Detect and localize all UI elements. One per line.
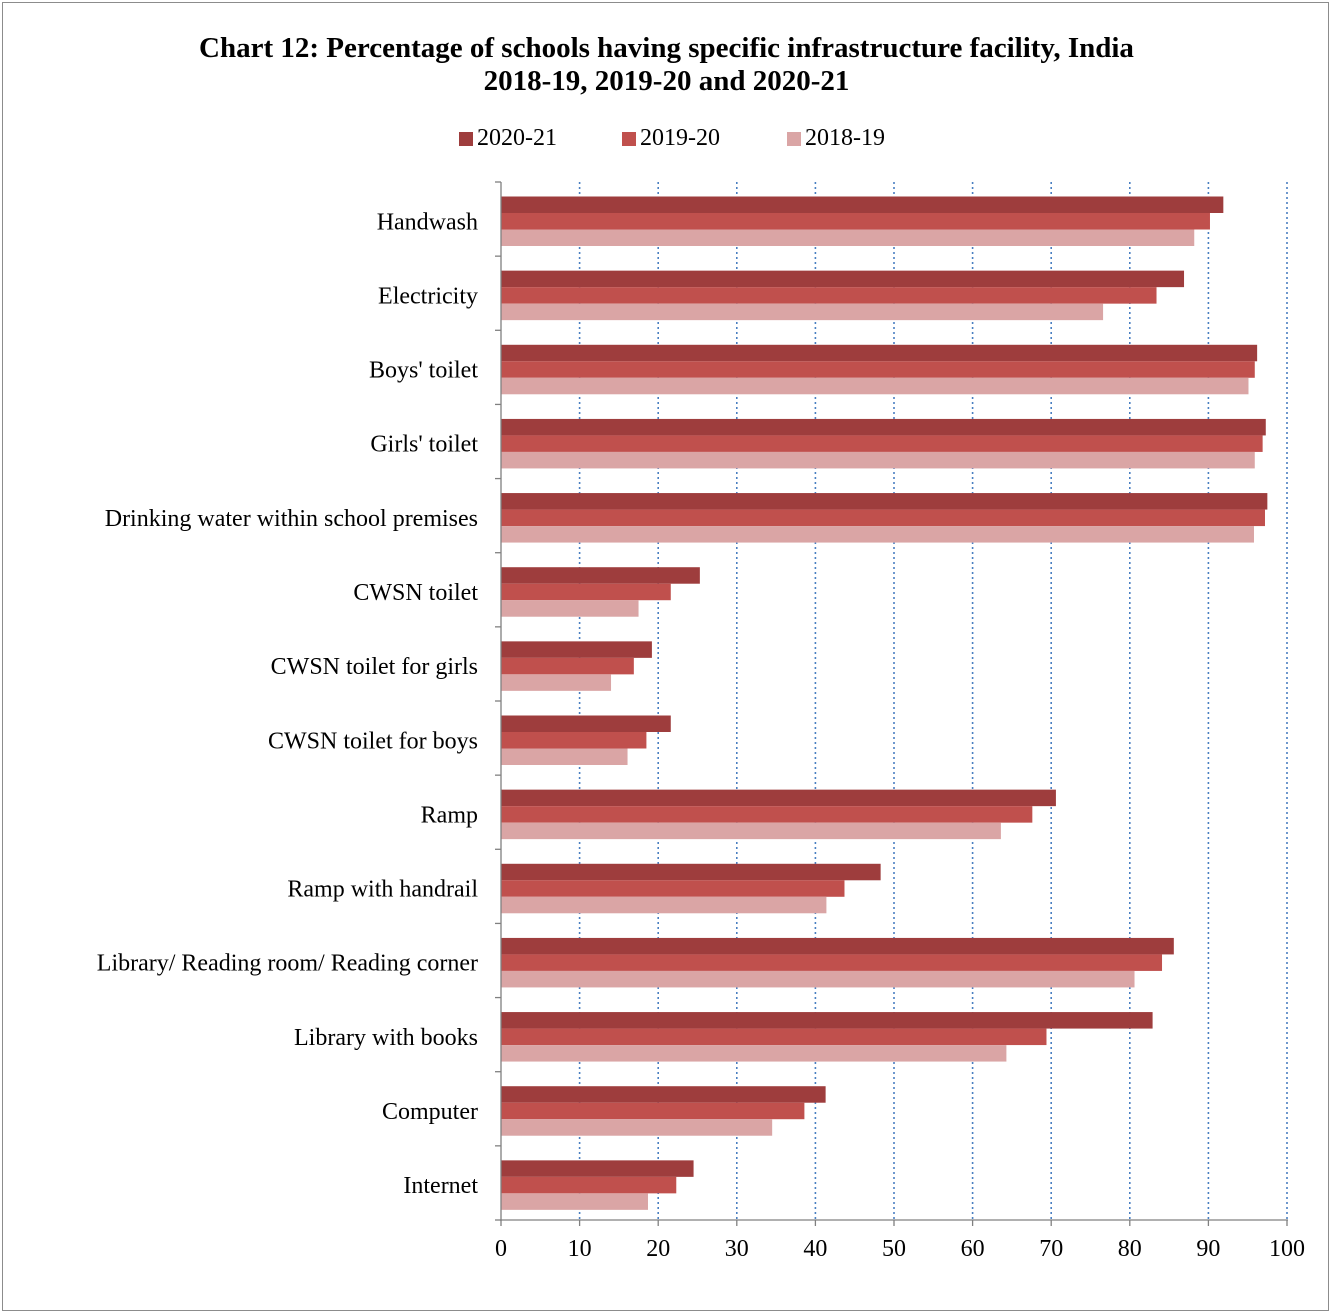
bar-2019-20-7: [501, 732, 647, 749]
category-label-10: Library/ Reading room/ Reading corner: [97, 951, 478, 977]
bar-2018-19-0: [501, 229, 1195, 246]
bar-2020-21-7: [501, 715, 671, 732]
bar-2018-19-10: [501, 970, 1135, 988]
bar-2020-21-10: [501, 937, 1174, 955]
legend-swatch-2018-19: [787, 132, 801, 146]
x-tick-label-20: 20: [646, 1236, 670, 1262]
category-label-6: CWSN toilet for girls: [271, 654, 478, 680]
category-label-3: Girls' toilet: [370, 432, 478, 458]
category-label-5: CWSN toilet: [353, 580, 478, 606]
legend-label-2019-20: 2019-20: [640, 125, 720, 151]
bar-2018-19-4: [501, 526, 1254, 543]
bar-2019-20-11: [501, 1028, 1047, 1046]
x-tick-label-10: 10: [568, 1236, 592, 1262]
bar-2018-19-6: [501, 674, 612, 691]
category-label-9: Ramp with handrail: [287, 877, 478, 903]
category-label-12: Computer: [382, 1099, 478, 1125]
legend-item-2020-21: 2020-21: [459, 123, 557, 153]
bar-2020-21-11: [501, 1012, 1153, 1029]
bar-2019-20-4: [501, 509, 1265, 527]
category-label-11: Library with books: [294, 1025, 478, 1051]
bar-2018-19-9: [501, 896, 827, 914]
bar-2019-20-5: [501, 583, 671, 601]
bar-2019-20-0: [501, 213, 1210, 230]
x-tick-label-0: 0: [495, 1236, 507, 1262]
bar-2018-19-8: [501, 822, 1001, 840]
bar-2018-19-13: [501, 1193, 648, 1210]
bar-2020-21-0: [501, 196, 1224, 213]
x-tick-label-90: 90: [1196, 1236, 1220, 1262]
bar-2018-19-7: [501, 748, 628, 765]
x-tick-label-80: 80: [1118, 1236, 1142, 1262]
legend-item-2019-20: 2019-20: [622, 123, 720, 153]
bar-2019-20-8: [501, 806, 1033, 823]
legend-label-2018-19: 2018-19: [805, 125, 885, 151]
bar-2018-19-3: [501, 451, 1255, 469]
bar-2020-21-5: [501, 567, 700, 584]
x-tick-label-60: 60: [961, 1236, 985, 1262]
bar-2019-20-1: [501, 287, 1157, 304]
x-tick-label-70: 70: [1039, 1236, 1063, 1262]
legend-swatch-2020-21: [459, 132, 473, 146]
bar-2020-21-12: [501, 1086, 826, 1103]
bar-2019-20-2: [501, 361, 1255, 378]
chart-legend: 2020-21 2019-20 2018-19: [0, 123, 1333, 153]
category-label-13: Internet: [403, 1173, 478, 1199]
x-tick-label-30: 30: [725, 1236, 749, 1262]
category-label-8: Ramp: [421, 802, 478, 828]
bar-2019-20-9: [501, 880, 845, 897]
bar-2018-19-11: [501, 1045, 1007, 1062]
x-tick-label-50: 50: [882, 1236, 906, 1262]
bar-2018-19-5: [501, 600, 639, 617]
chart-title: Chart 12: Percentage of schools having s…: [0, 32, 1333, 98]
chart-title-line1: Chart 12: Percentage of schools having s…: [199, 32, 1134, 64]
category-label-4: Drinking water within school premises: [105, 506, 478, 532]
bar-2019-20-13: [501, 1176, 677, 1194]
bar-2020-21-13: [501, 1160, 694, 1177]
bar-2019-20-12: [501, 1102, 805, 1120]
legend-label-2020-21: 2020-21: [477, 125, 557, 151]
category-label-0: Handwash: [377, 209, 478, 235]
chart-title-line2: 2018-19, 2019-20 and 2020-21: [483, 65, 850, 97]
bar-2020-21-4: [501, 493, 1268, 510]
category-label-1: Electricity: [378, 283, 478, 309]
bar-2018-19-12: [501, 1119, 773, 1136]
category-label-7: CWSN toilet for boys: [268, 728, 478, 754]
bar-2020-21-2: [501, 344, 1258, 362]
bar-2019-20-10: [501, 954, 1163, 971]
bar-2020-21-1: [501, 270, 1185, 288]
bar-2018-19-2: [501, 377, 1249, 395]
x-tick-label-40: 40: [803, 1236, 827, 1262]
x-tick-label-100: 100: [1269, 1236, 1305, 1262]
bar-2020-21-6: [501, 641, 652, 658]
bar-2019-20-3: [501, 435, 1263, 452]
legend-swatch-2019-20: [622, 132, 636, 146]
bar-2018-19-1: [501, 303, 1104, 321]
legend-item-2018-19: 2018-19: [787, 123, 885, 153]
category-label-2: Boys' toilet: [369, 358, 478, 384]
bar-2019-20-6: [501, 657, 634, 675]
bar-2020-21-8: [501, 789, 1056, 807]
bar-2020-21-9: [501, 863, 881, 881]
bar-2020-21-3: [501, 418, 1266, 436]
